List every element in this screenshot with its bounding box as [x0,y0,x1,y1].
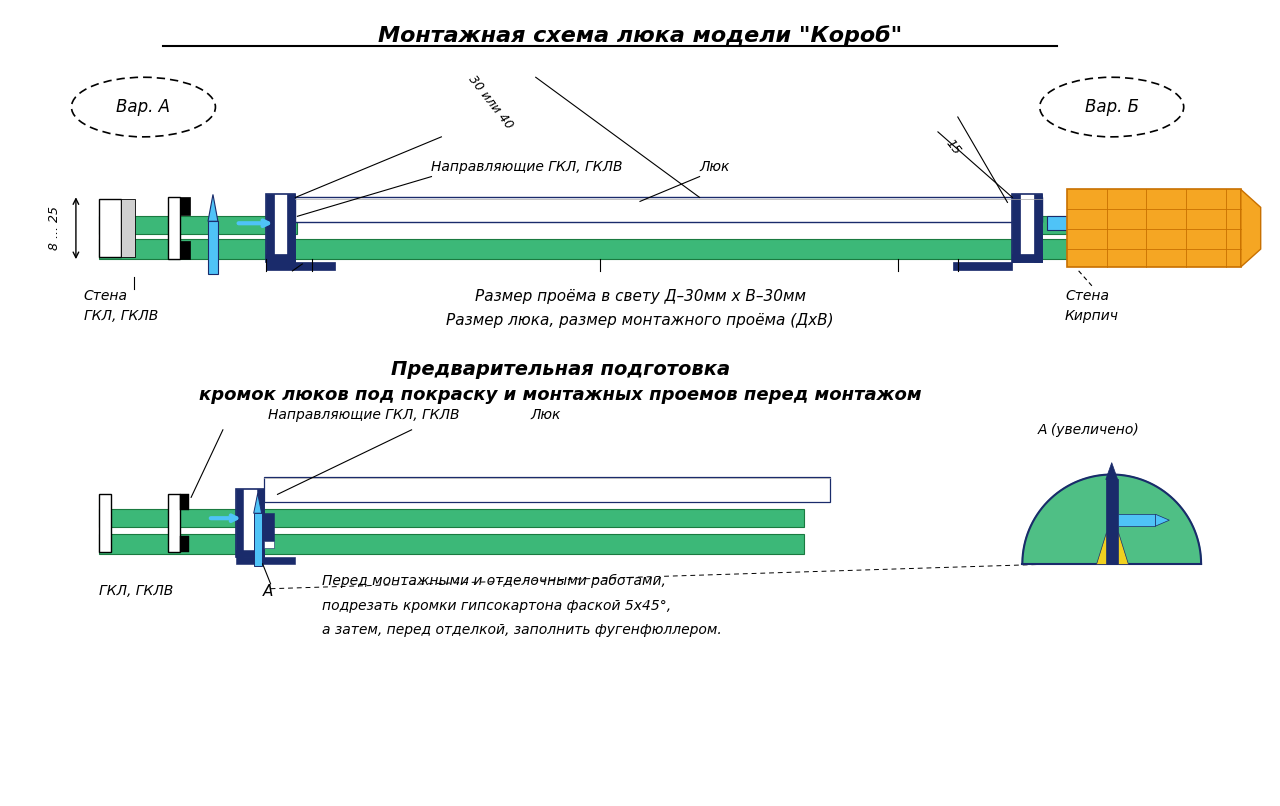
Bar [180,536,189,552]
Text: Направляющие ГКЛ, ГКЛВ: Направляющие ГКЛ, ГКЛВ [268,408,460,422]
Text: 15: 15 [943,136,963,157]
Text: Люк: Люк [531,408,561,422]
Bar [265,194,296,262]
Polygon shape [1102,216,1121,231]
Bar [1012,194,1020,262]
Bar [1106,480,1117,564]
Bar [1037,216,1116,235]
Bar [265,262,335,270]
Bar [264,513,274,541]
Bar [236,557,296,564]
Polygon shape [1096,532,1106,564]
Text: 8 ... 25: 8 ... 25 [47,206,60,250]
Text: А (увеличено): А (увеличено) [1037,423,1139,437]
Bar [296,197,1042,222]
Text: подрезать кромки гипсокартона фаской 5х45°,: подрезать кромки гипсокартона фаской 5х4… [323,599,671,613]
Text: Вар. А: Вар. А [116,98,170,116]
Bar [236,550,264,557]
Bar [236,489,264,557]
Text: 30 или 40: 30 или 40 [466,73,516,131]
Text: ГКЛ, ГКЛВ: ГКЛ, ГКЛВ [84,309,159,322]
Bar [264,477,829,502]
Text: ГКЛ, ГКЛВ: ГКЛ, ГКЛВ [99,584,173,598]
Bar [288,194,296,262]
Text: Размер люка, размер монтажного проёма (ДхВ): Размер люка, размер монтажного проёма (Д… [447,313,833,328]
Bar [265,254,296,262]
Bar [180,197,191,215]
Bar [168,494,180,552]
Text: Люк: Люк [700,160,730,173]
Text: Направляющие ГКЛ, ГКЛВ: Направляющие ГКЛ, ГКЛВ [431,160,623,173]
Text: а затем, перед отделкой, заполнить фугенфюллером.: а затем, перед отделкой, заполнить фуген… [323,624,722,638]
Bar [1012,194,1042,262]
Polygon shape [1240,189,1261,267]
Polygon shape [1106,463,1117,480]
Bar [99,509,804,527]
Bar [99,494,110,552]
Bar [1068,189,1240,267]
Polygon shape [1156,514,1170,526]
Bar [257,489,264,557]
Bar [1117,514,1156,526]
Polygon shape [207,194,218,222]
Bar [1012,254,1042,262]
Text: Размер проёма в свету Д–30мм х В–30мм: Размер проёма в свету Д–30мм х В–30мм [475,289,805,304]
Bar [99,534,804,554]
Bar [168,197,180,259]
Text: Стена: Стена [1065,289,1108,303]
Bar [99,199,120,257]
Bar [265,194,274,262]
Text: кромок люков под покраску и монтажных проемов перед монтажом: кромок люков под покраску и монтажных пр… [200,386,922,404]
Bar [253,513,261,566]
Text: Монтажная схема люка модели "Короб": Монтажная схема люка модели "Короб" [378,25,902,46]
Text: Вар. Б: Вар. Б [1084,98,1139,116]
Bar [952,262,1012,270]
Text: Стена: Стена [84,289,128,303]
Bar [99,216,297,235]
Text: А: А [262,584,273,599]
Polygon shape [253,493,261,513]
Bar [236,489,243,557]
Bar [207,222,218,274]
Bar [1047,216,1102,231]
Bar [180,494,189,510]
Bar [264,541,274,548]
Bar [180,241,191,259]
Polygon shape [1117,532,1128,564]
Text: Перед монтажными и отделочными работами,: Перед монтажными и отделочными работами, [323,574,666,588]
Bar [120,199,134,257]
Bar [1034,194,1042,262]
Bar [99,239,1116,259]
Polygon shape [1023,475,1201,564]
Text: Предварительная подготовка: Предварительная подготовка [390,360,730,380]
Text: Кирпич: Кирпич [1065,309,1119,322]
